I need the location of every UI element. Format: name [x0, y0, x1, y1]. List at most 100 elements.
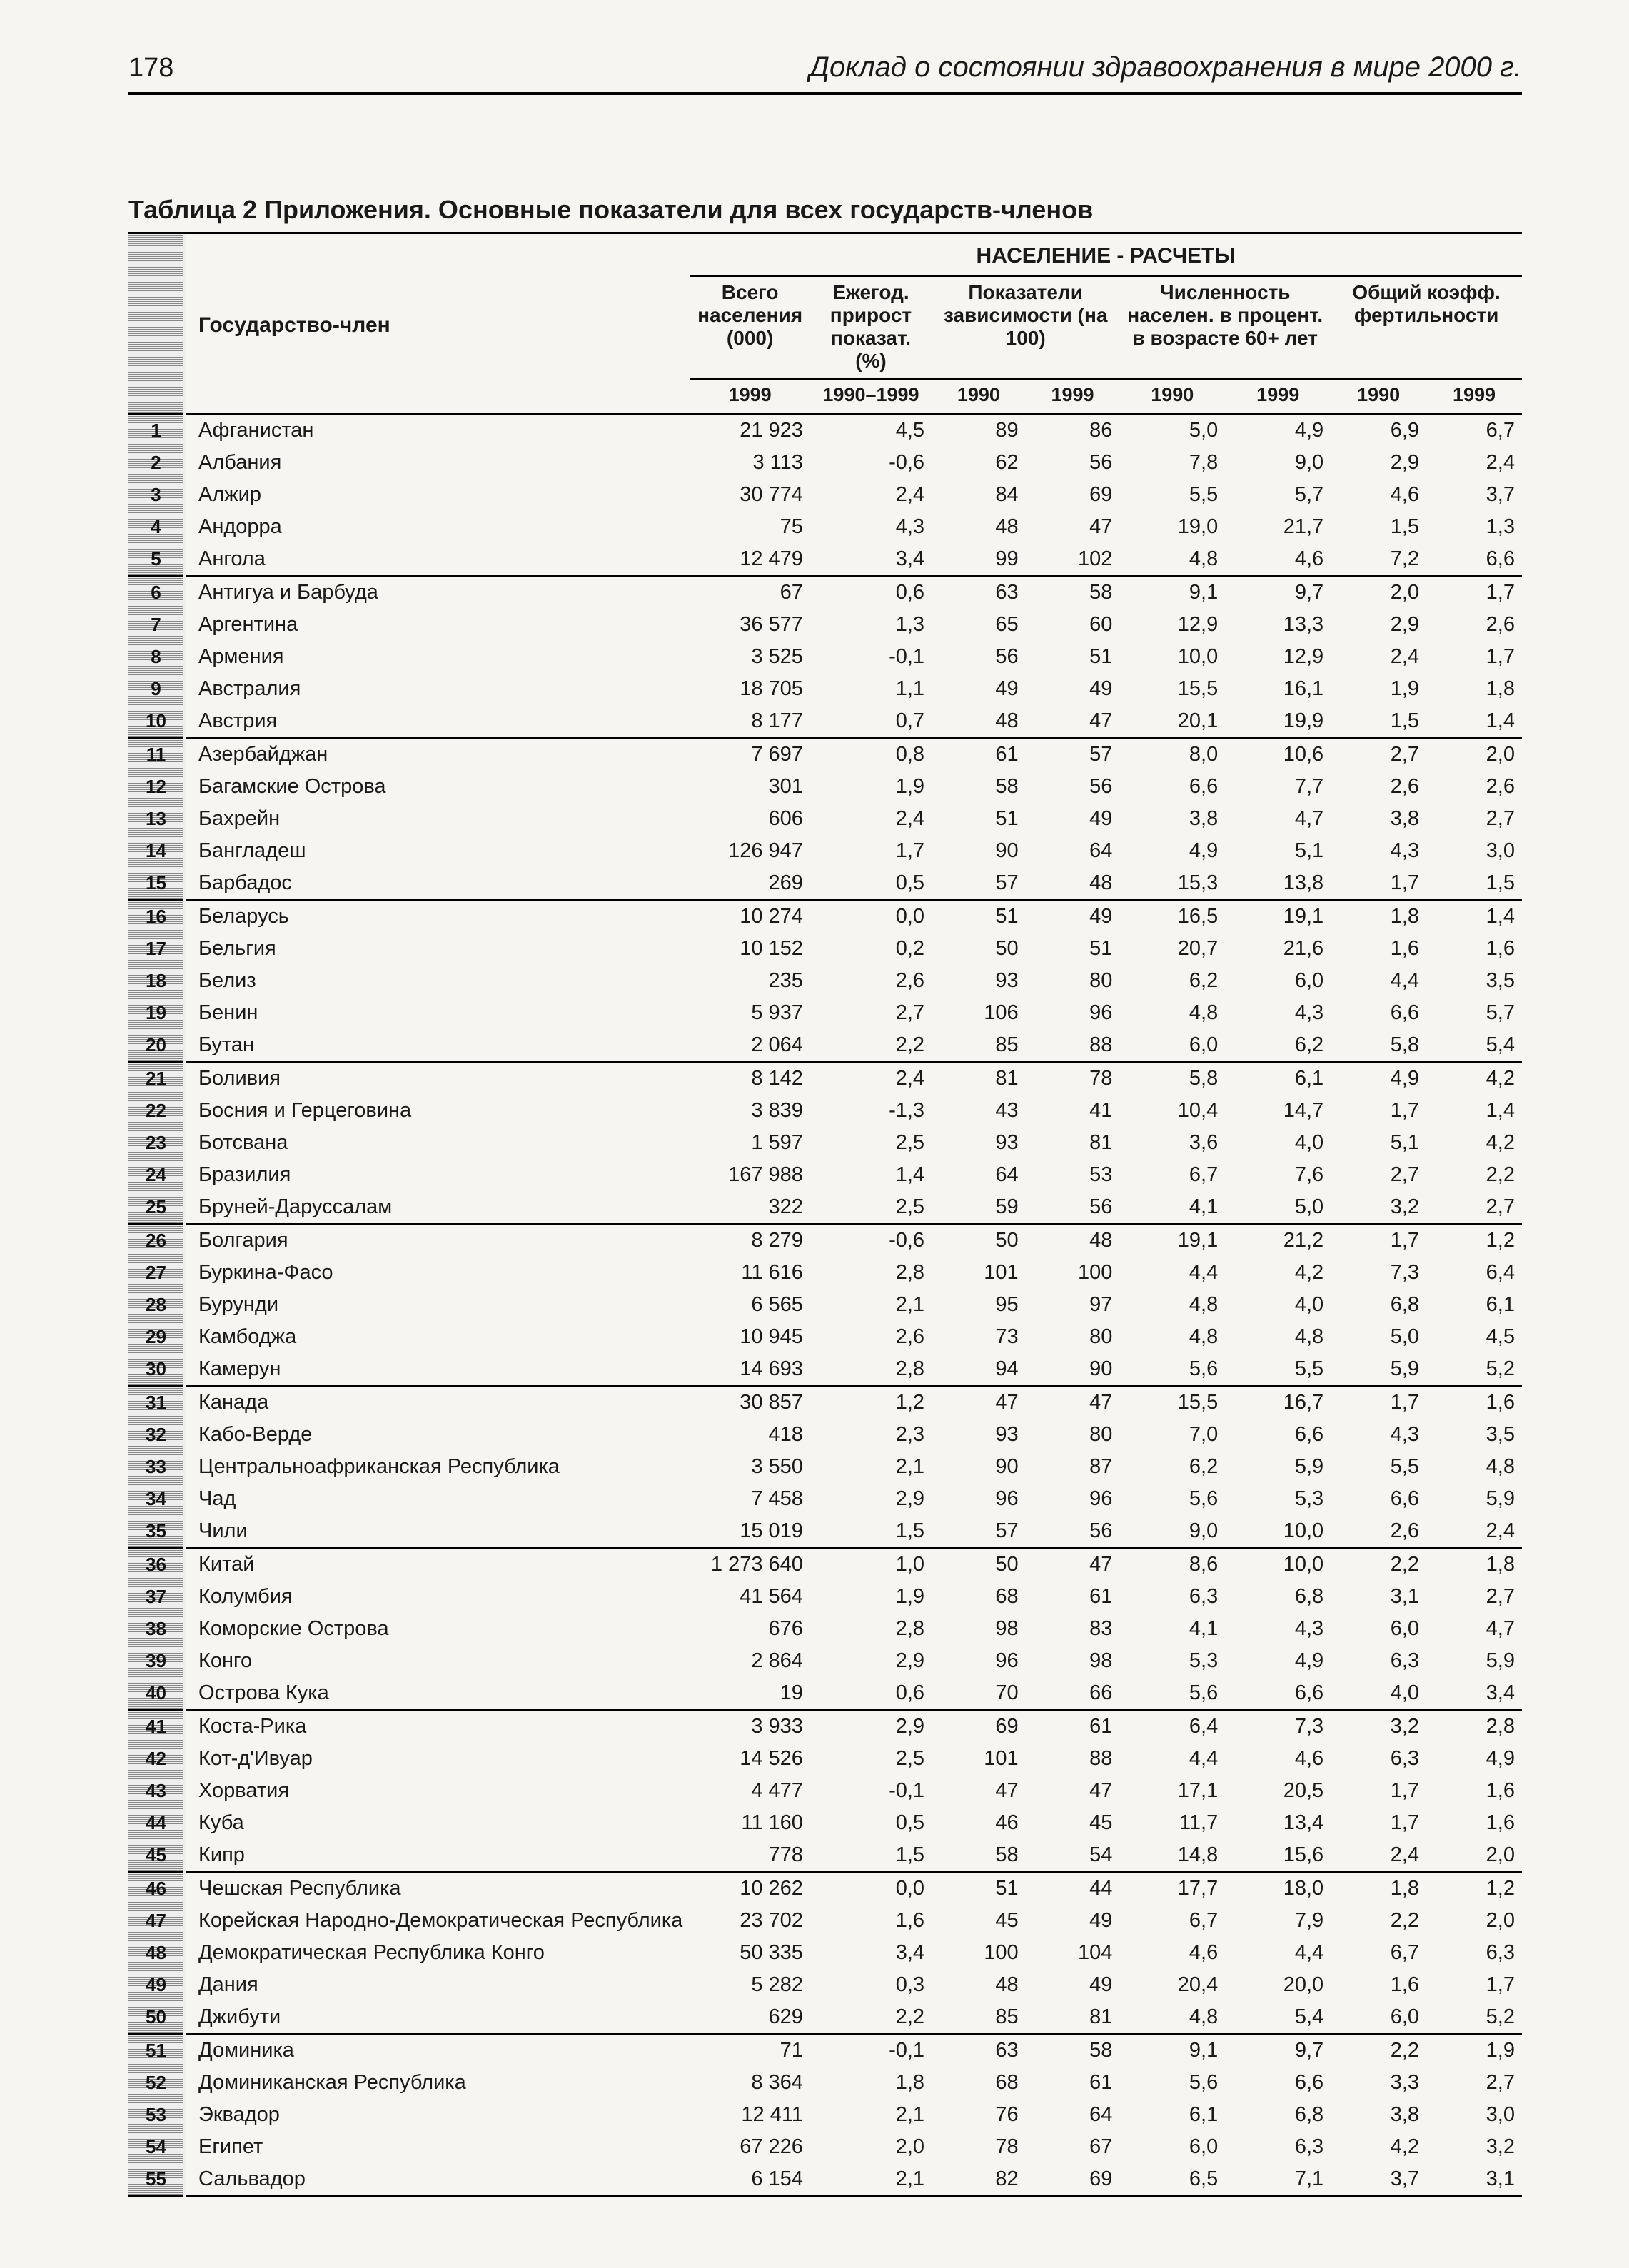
table-row: 18Белиз2352,693806,26,04,43,5: [128, 965, 1522, 997]
cell-p60a: 4,1: [1119, 1191, 1225, 1224]
cell-t99: 2,7: [1426, 2067, 1522, 2099]
table-row: 45Кипр7781,5585414,815,62,42,0: [128, 1839, 1522, 1872]
cell-p60a: 15,5: [1119, 1386, 1225, 1419]
cell-rownum: 51: [128, 2034, 185, 2067]
cell-rownum: 35: [128, 1515, 185, 1548]
cell-p60a: 6,2: [1119, 965, 1225, 997]
cell-rownum: 26: [128, 1224, 185, 1257]
cell-t99: 2,6: [1426, 609, 1522, 641]
cell-rownum: 53: [128, 2099, 185, 2131]
cell-d99: 61: [1026, 2067, 1120, 2099]
cell-grow: 2,1: [810, 1289, 932, 1321]
cell-p60a: 4,6: [1119, 1937, 1225, 1969]
cell-d99: 90: [1026, 1353, 1120, 1386]
cell-rownum: 30: [128, 1353, 185, 1386]
cell-t90: 1,9: [1331, 673, 1426, 705]
cell-d90: 65: [932, 609, 1026, 641]
table-row: 35Чили15 0191,557569,010,02,62,4: [128, 1515, 1522, 1548]
cell-t99: 2,2: [1426, 1159, 1522, 1191]
cell-t90: 1,5: [1331, 705, 1426, 738]
cell-d90: 57: [932, 1515, 1026, 1548]
cell-d90: 89: [932, 414, 1026, 447]
cell-grow: 2,8: [810, 1257, 932, 1289]
cell-t90: 2,7: [1331, 1159, 1426, 1191]
cell-t90: 2,4: [1331, 1839, 1426, 1872]
cell-p60a: 14,8: [1119, 1839, 1225, 1872]
cell-country: Беларусь: [185, 900, 690, 933]
cell-pop: 10 945: [690, 1321, 810, 1353]
cell-country: Бангладеш: [185, 835, 690, 867]
cell-p60b: 7,9: [1225, 1905, 1331, 1937]
cell-t99: 3,1: [1426, 2163, 1522, 2196]
cell-grow: 1,5: [810, 1839, 932, 1872]
cell-d90: 48: [932, 511, 1026, 543]
cell-grow: -0,6: [810, 447, 932, 479]
cell-pop: 322: [690, 1191, 810, 1224]
cell-pop: 6 565: [690, 1289, 810, 1321]
year-p60-99: 1999: [1225, 379, 1331, 414]
cell-t90: 1,7: [1331, 1386, 1426, 1419]
table-row: 52Доминиканская Республика8 3641,868615,…: [128, 2067, 1522, 2099]
cell-pop: 75: [690, 511, 810, 543]
cell-p60a: 6,2: [1119, 1451, 1225, 1483]
cell-d99: 60: [1026, 609, 1120, 641]
cell-country: Конго: [185, 1645, 690, 1677]
cell-d90: 61: [932, 738, 1026, 771]
cell-pop: 12 411: [690, 2099, 810, 2131]
cell-d90: 81: [932, 1062, 1026, 1095]
cell-t99: 3,7: [1426, 479, 1522, 511]
cell-grow: 1,4: [810, 1159, 932, 1191]
cell-t99: 5,9: [1426, 1483, 1522, 1515]
cell-rownum: 10: [128, 705, 185, 738]
cell-d90: 99: [932, 543, 1026, 576]
cell-grow: 0,2: [810, 933, 932, 965]
table-row: 13Бахрейн6062,451493,84,73,82,7: [128, 803, 1522, 835]
cell-grow: 2,1: [810, 2099, 932, 2131]
cell-d99: 81: [1026, 1127, 1120, 1159]
cell-rownum: 49: [128, 1969, 185, 2001]
cell-t90: 2,4: [1331, 641, 1426, 673]
cell-pop: 7 458: [690, 1483, 810, 1515]
cell-pop: 14 693: [690, 1353, 810, 1386]
cell-d99: 51: [1026, 641, 1120, 673]
cell-rownum: 20: [128, 1029, 185, 1062]
cell-grow: 2,7: [810, 997, 932, 1029]
cell-pop: 301: [690, 771, 810, 803]
cell-country: Армения: [185, 641, 690, 673]
cell-pop: 10 152: [690, 933, 810, 965]
cell-t90: 1,7: [1331, 1807, 1426, 1839]
cell-pop: 12 479: [690, 543, 810, 576]
cell-p60a: 5,3: [1119, 1645, 1225, 1677]
cell-p60a: 19,0: [1119, 511, 1225, 543]
cell-grow: -0,6: [810, 1224, 932, 1257]
table-row: 55Сальвадор6 1542,182696,57,13,73,1: [128, 2163, 1522, 2196]
table-body: 1Афганистан21 9234,589865,04,96,96,72Алб…: [128, 414, 1522, 2196]
cell-rownum: 22: [128, 1095, 185, 1127]
cell-p60a: 5,6: [1119, 1353, 1225, 1386]
cell-p60b: 13,8: [1225, 867, 1331, 900]
table-row: 4Андорра754,3484719,021,71,51,3: [128, 511, 1522, 543]
cell-pop: 2 064: [690, 1029, 810, 1062]
cell-t99: 2,8: [1426, 1710, 1522, 1743]
cell-p60b: 6,0: [1225, 965, 1331, 997]
table-row: 10Австрия8 1770,7484720,119,91,51,4: [128, 705, 1522, 738]
cell-p60b: 6,6: [1225, 2067, 1331, 2099]
cell-country: Доминика: [185, 2034, 690, 2067]
cell-t99: 2,4: [1426, 447, 1522, 479]
cell-pop: 10 262: [690, 1872, 810, 1905]
cell-d99: 64: [1026, 2099, 1120, 2131]
cell-t99: 1,4: [1426, 900, 1522, 933]
cell-d90: 84: [932, 479, 1026, 511]
table-row: 40Острова Кука190,670665,66,64,03,4: [128, 1677, 1522, 1710]
cell-t90: 2,9: [1331, 609, 1426, 641]
cell-p60b: 5,3: [1225, 1483, 1331, 1515]
cell-country: Боливия: [185, 1062, 690, 1095]
cell-p60a: 8,0: [1119, 738, 1225, 771]
cell-t90: 5,0: [1331, 1321, 1426, 1353]
cell-d90: 47: [932, 1386, 1026, 1419]
cell-p60b: 13,3: [1225, 609, 1331, 641]
cell-grow: 1,3: [810, 609, 932, 641]
cell-t90: 4,9: [1331, 1062, 1426, 1095]
cell-pop: 67: [690, 576, 810, 609]
cell-grow: 2,1: [810, 1451, 932, 1483]
